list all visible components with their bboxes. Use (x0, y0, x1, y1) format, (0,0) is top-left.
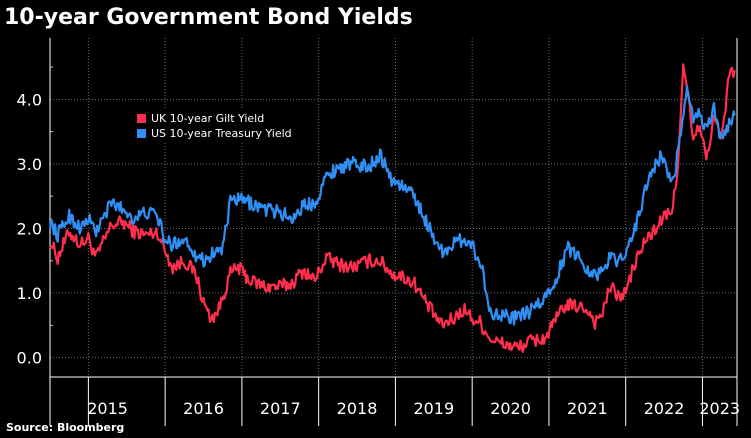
x-tick-label: 2022 (644, 399, 685, 418)
x-tick-label: 2021 (567, 399, 608, 418)
legend-background (133, 109, 291, 143)
x-tick-label: 2023 (699, 399, 740, 418)
x-tick-label: 2018 (337, 399, 378, 418)
legend-label-us: US 10-year Treasury Yield (151, 127, 292, 140)
y-tick-label: 0.0 (17, 349, 42, 368)
x-tick-label: 2017 (260, 399, 301, 418)
legend-swatch-uk (137, 114, 146, 123)
x-tick-label: 2016 (183, 399, 224, 418)
legend-swatch-us (137, 129, 146, 138)
y-tick-label: 4.0 (17, 90, 42, 109)
legend: UK 10-year Gilt Yield US 10-year Treasury… (133, 109, 292, 143)
series-layer (48, 63, 736, 353)
y-tick-label: 1.0 (17, 284, 42, 303)
x-tick-label: 2020 (490, 399, 531, 418)
x-tick-label: 2015 (87, 399, 128, 418)
axes-layer: 0.0 1.0 2.0 3.0 4.0 2015 2016 2017 2018 2019 2020 2… (17, 38, 740, 426)
y-tick-label: 3.0 (17, 155, 42, 174)
grid-layer (50, 38, 737, 377)
source-note: Source: Bloomberg (6, 421, 125, 434)
chart-title: 10-year Government Bond Yields (4, 5, 413, 30)
legend-label-uk: UK 10-year Gilt Yield (151, 112, 264, 125)
y-tick-label: 2.0 (17, 219, 42, 238)
series-line-us (48, 85, 736, 326)
x-tick-label: 2019 (413, 399, 454, 418)
